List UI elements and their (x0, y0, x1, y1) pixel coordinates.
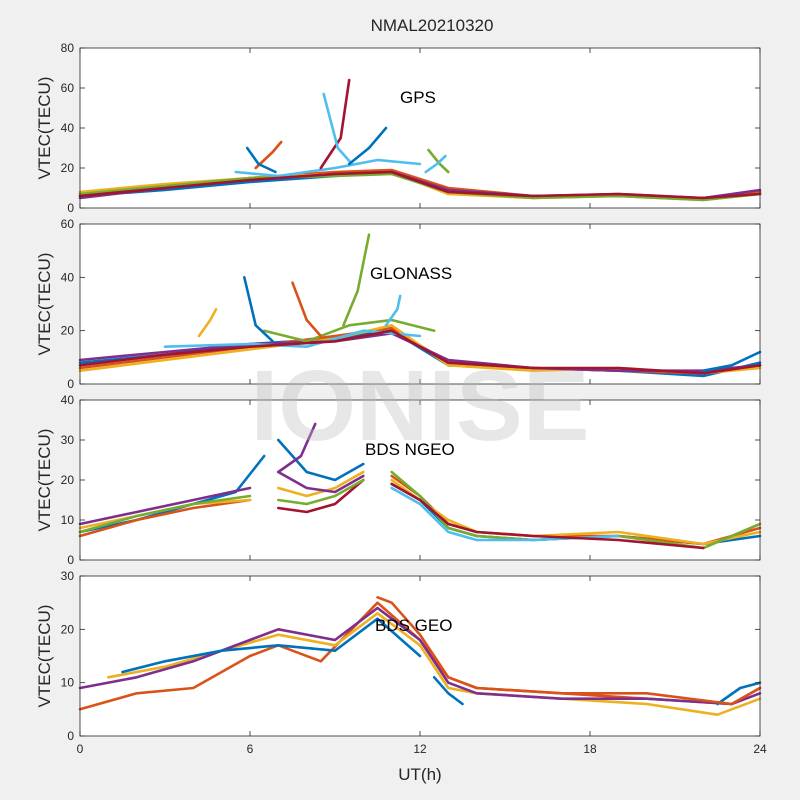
series-line (78, 606, 762, 706)
series-line (701, 350, 762, 373)
y-tick-label: 80 (61, 41, 75, 55)
series-line (424, 154, 447, 174)
x-tick-label: 18 (583, 742, 597, 756)
series-line (276, 470, 365, 494)
y-tick-label: 60 (61, 81, 75, 95)
y-tick-label: 0 (67, 729, 74, 743)
series-line (390, 482, 705, 550)
x-tick-label: 6 (247, 742, 254, 756)
series-line (78, 329, 762, 375)
figure-title: NMAL20210320 (371, 16, 494, 35)
x-tick-label: 0 (77, 742, 84, 756)
series-line (427, 148, 450, 174)
series-line (291, 281, 323, 338)
series-line (384, 294, 402, 327)
y-tick-label: 0 (67, 377, 74, 391)
plot-area (80, 400, 760, 560)
series-line (78, 486, 252, 526)
y-tick-label: 20 (61, 622, 75, 636)
series-line (234, 158, 422, 178)
y-tick-label: 10 (61, 513, 75, 527)
series-line (376, 595, 762, 706)
series-line (78, 170, 762, 200)
series-line (390, 486, 620, 542)
series-line (245, 146, 277, 174)
series-line (276, 438, 365, 482)
series-line (78, 494, 252, 534)
y-tick-label: 40 (61, 393, 75, 407)
series-line (276, 470, 365, 498)
series-line (197, 307, 218, 338)
series-line (276, 478, 365, 506)
watermark: IONISE (251, 350, 590, 462)
y-tick-label: 10 (61, 676, 75, 690)
series-line (121, 617, 422, 674)
y-tick-label: 60 (61, 217, 75, 231)
series-line (262, 318, 436, 343)
y-tick-label: 0 (67, 553, 74, 567)
y-tick-label: 30 (61, 433, 75, 447)
series-line (276, 478, 365, 514)
system-label: BDS NGEO (365, 440, 455, 459)
x-tick-label: 24 (753, 742, 767, 756)
system-label: GPS (400, 88, 436, 107)
series-line (319, 78, 351, 170)
y-axis-label: VTEC(TECU) (35, 253, 54, 356)
system-label: BDS GEO (375, 616, 452, 635)
y-tick-label: 20 (61, 473, 75, 487)
series-line (276, 422, 317, 474)
subplot-1: 0 20 40 60 80 VTEC(TECU) GPS (35, 41, 762, 215)
subplot-4: 0 6 12 18 24 0 10 20 30 VTEC(TECU) BDS GEO (35, 569, 767, 756)
y-tick-label: 20 (61, 161, 75, 175)
series-line (254, 140, 283, 170)
system-label: GLONASS (370, 264, 452, 283)
series-line (243, 275, 275, 343)
y-axis-label: VTEC(TECU) (35, 77, 54, 180)
y-tick-label: 40 (61, 121, 75, 135)
series-line (347, 126, 388, 166)
series-line (322, 92, 354, 166)
y-tick-label: 20 (61, 324, 75, 338)
y-tick-label: 0 (67, 201, 74, 215)
y-tick-label: 40 (61, 270, 75, 284)
series-line (342, 233, 371, 327)
y-tick-label: 30 (61, 569, 75, 583)
x-axis-label: UT(h) (398, 765, 441, 784)
series-line (432, 675, 464, 706)
x-tick-label: 12 (413, 742, 427, 756)
subplot-3: 0 10 20 30 40 VTEC(TECU) BDS NGEO (35, 393, 762, 567)
y-axis-label: VTEC(TECU) (35, 605, 54, 708)
series-line (716, 681, 762, 706)
series-line (78, 498, 252, 538)
y-axis-label: VTEC(TECU) (35, 429, 54, 532)
subplot-2: 0 20 40 60 VTEC(TECU) GLONASS (35, 217, 762, 391)
